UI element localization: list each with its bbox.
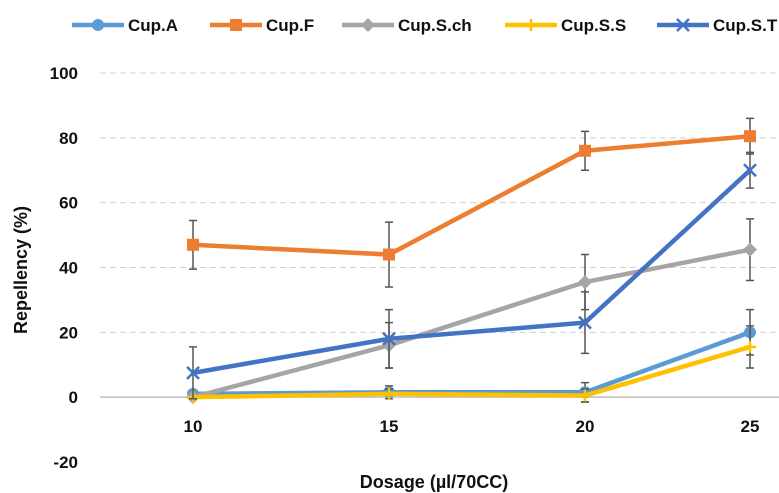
series-line (192, 344, 751, 400)
data-point (743, 242, 757, 257)
x-axis-ticks: 10 15 20 25 (184, 417, 760, 436)
y-tick-label: 40 (59, 259, 78, 278)
legend-label: Cup.S.S (561, 16, 626, 35)
series-line (192, 330, 751, 397)
y-tick-label: 60 (59, 194, 78, 213)
legend-marker (525, 19, 537, 31)
data-point (187, 238, 199, 251)
data-point (744, 340, 756, 353)
series-layer (186, 117, 757, 405)
legend-item: Cup.S.ch (342, 16, 472, 35)
legend-marker (230, 19, 242, 31)
data-point (579, 144, 591, 157)
series-cup-f (187, 117, 756, 288)
series-cup-s-s (187, 325, 756, 404)
legend-item: Cup.S.T (657, 16, 778, 35)
y-tick-label: 100 (50, 64, 78, 83)
data-point (743, 163, 757, 178)
x-tick-label: 25 (741, 417, 760, 436)
y-tick-label: 0 (69, 388, 78, 407)
legend: Cup.A Cup.F Cup.S.ch Cup.S.S Cup.S.T (72, 16, 778, 35)
x-axis-title: Dosage (µl/70CC) (360, 472, 508, 492)
legend-item: Cup.S.S (505, 16, 626, 35)
legend-label: Cup.S.ch (398, 16, 472, 35)
data-point (382, 331, 396, 346)
legend-marker (92, 19, 104, 31)
y-axis-ticks: -20 0 20 40 60 80 100 (50, 64, 78, 472)
data-point (383, 387, 395, 400)
data-point (186, 365, 200, 380)
data-point (578, 275, 592, 290)
y-axis-title: Repellency (%) (11, 206, 31, 334)
legend-marker (361, 18, 375, 32)
x-tick-label: 15 (380, 417, 399, 436)
series-line (192, 133, 751, 257)
legend-item: Cup.F (210, 16, 314, 35)
series-line (192, 247, 751, 400)
legend-marker (676, 18, 690, 32)
data-point (383, 248, 395, 261)
legend-label: Cup.A (128, 16, 178, 35)
series-cup-s-t (186, 151, 757, 400)
y-tick-label: 20 (59, 323, 78, 342)
legend-label: Cup.F (266, 16, 314, 35)
series-line (192, 168, 752, 376)
y-tick-label: 80 (59, 129, 78, 148)
y-tick-label: -20 (53, 453, 78, 472)
data-point (578, 315, 592, 330)
x-tick-label: 10 (184, 417, 203, 436)
data-point (579, 389, 591, 402)
legend-item: Cup.A (72, 16, 178, 35)
legend-label: Cup.S.T (713, 16, 778, 35)
data-point (744, 130, 756, 143)
gridlines (100, 72, 779, 398)
series-cup-a (187, 308, 756, 403)
x-tick-label: 20 (576, 417, 595, 436)
